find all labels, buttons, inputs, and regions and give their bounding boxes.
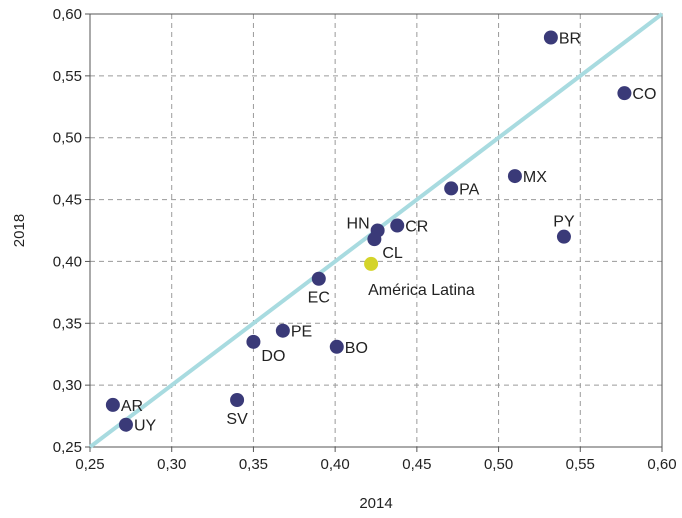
point-marker xyxy=(543,30,558,45)
point-sv: SV xyxy=(226,392,248,428)
point-mx: MX xyxy=(507,169,547,186)
y-tick-label: 0,35 xyxy=(53,315,82,332)
point-label: SV xyxy=(226,411,248,428)
data-points: BR CO MX PA PY CR HN CL América Latina EC PE DO BO SV… xyxy=(105,30,656,435)
x-axis-ticks: 0,25 0,30 0,35 0,40 0,45 0,50 0,55 0,60 xyxy=(75,447,677,473)
point-marker xyxy=(390,218,405,233)
x-tick-label: 0,40 xyxy=(321,456,350,473)
point-marker xyxy=(275,323,290,338)
point-py: PY xyxy=(553,214,575,244)
point-ec: EC xyxy=(308,271,330,307)
point-bo: BO xyxy=(329,339,368,357)
x-axis-title: 2014 xyxy=(359,495,392,512)
point-label: MX xyxy=(523,169,547,186)
point-marker xyxy=(230,392,245,407)
point-label: PY xyxy=(553,214,575,231)
point-label: CO xyxy=(632,86,656,103)
point-marker xyxy=(556,229,571,244)
point-cr: CR xyxy=(390,218,428,236)
y-tick-label: 0,55 xyxy=(53,68,82,85)
y-tick-label: 0,30 xyxy=(53,377,82,394)
x-tick-label: 0,30 xyxy=(157,456,186,473)
x-tick-label: 0,60 xyxy=(647,456,676,473)
y-axis-title: 2018 xyxy=(11,214,28,247)
plot-frame xyxy=(89,13,663,448)
point-marker xyxy=(367,232,382,247)
point-cl: CL xyxy=(367,232,403,262)
point-label: CL xyxy=(382,245,403,262)
gridlines xyxy=(90,14,662,447)
point-label: PA xyxy=(459,181,479,198)
x-tick-label: 0,50 xyxy=(484,456,513,473)
y-tick-label: 0,25 xyxy=(53,439,82,456)
point-marker xyxy=(329,339,344,354)
point-co: CO xyxy=(617,86,656,103)
point-label: AR xyxy=(121,398,143,415)
point-label: PE xyxy=(291,324,312,341)
point-do: DO xyxy=(246,334,285,365)
x-tick-label: 0,25 xyxy=(75,456,104,473)
point-marker xyxy=(246,334,261,349)
point-marker xyxy=(444,181,459,196)
point-marker xyxy=(364,256,379,271)
point-marker xyxy=(617,86,632,101)
y-tick-label: 0,45 xyxy=(53,192,82,209)
point-label: EC xyxy=(308,290,330,307)
point-label: BR xyxy=(559,31,581,48)
y-axis-ticks: 0,25 0,30 0,35 0,40 0,45 0,50 0,55 0,60 xyxy=(53,6,90,456)
x-tick-label: 0,55 xyxy=(566,456,595,473)
point-label: CR xyxy=(405,219,428,236)
point-marker xyxy=(105,397,120,412)
point-ar: AR xyxy=(105,397,143,415)
x-tick-label: 0,45 xyxy=(402,456,431,473)
y-tick-label: 0,40 xyxy=(53,253,82,270)
point-label: HN xyxy=(347,216,370,233)
point-label: DO xyxy=(261,348,285,365)
point-américa-latina: América Latina xyxy=(364,256,475,299)
point-marker xyxy=(507,169,522,184)
y-tick-label: 0,50 xyxy=(53,130,82,147)
point-uy: UY xyxy=(118,417,157,435)
point-pe: PE xyxy=(275,323,312,341)
point-marker xyxy=(311,271,326,286)
point-label: UY xyxy=(134,418,157,435)
point-hn: HN xyxy=(347,216,385,238)
point-br: BR xyxy=(543,30,581,48)
point-marker xyxy=(118,417,133,432)
point-label: BO xyxy=(345,340,368,357)
y-tick-label: 0,60 xyxy=(53,6,82,23)
x-tick-label: 0,35 xyxy=(239,456,268,473)
point-pa: PA xyxy=(444,181,480,198)
point-label: América Latina xyxy=(368,282,475,299)
